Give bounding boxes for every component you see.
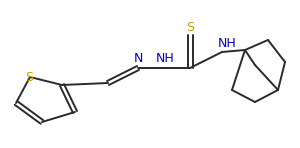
Text: S: S — [186, 21, 194, 33]
Text: NH: NH — [156, 52, 174, 65]
Text: S: S — [25, 70, 33, 83]
Text: N: N — [133, 52, 143, 65]
Text: NH: NH — [218, 37, 236, 49]
